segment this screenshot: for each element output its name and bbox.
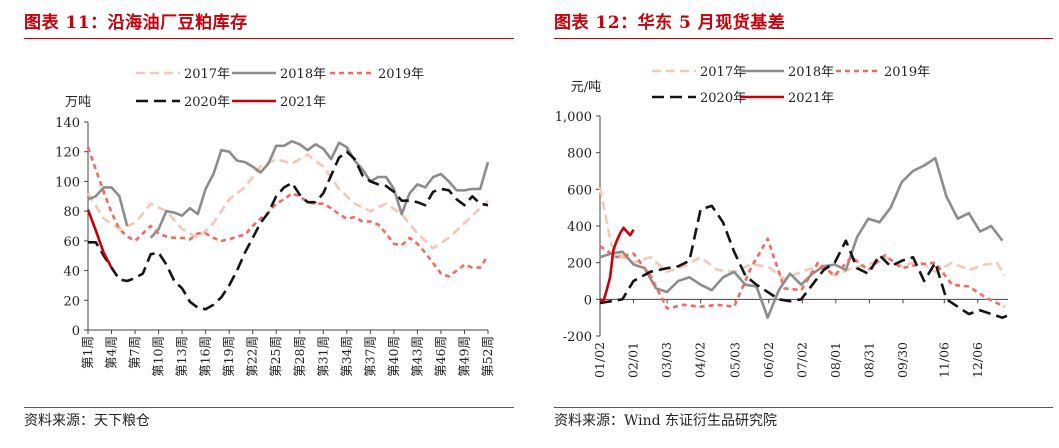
x-tick-label: 01/02 (592, 342, 607, 378)
x-tick-label: 第49周 (456, 336, 471, 377)
x-tick-label: 第4周 (104, 336, 119, 369)
source-rule (554, 407, 1053, 408)
y-tick-label: 800 (567, 147, 592, 162)
x-tick-label: 第40周 (386, 336, 401, 377)
y-tick-label: 40 (63, 265, 80, 280)
y-tick-label: 20 (63, 294, 80, 309)
legend-label: 2021年 (280, 95, 326, 110)
x-tick-label: 06/02 (761, 342, 776, 378)
y-tick-label: 140 (55, 116, 80, 131)
x-tick-label: 第7周 (127, 336, 142, 369)
x-tick-label: 12/06 (970, 342, 985, 378)
series-line-2021年 (599, 226, 635, 303)
x-tick-label: 05/03 (727, 342, 742, 378)
x-tick-label: 第34周 (339, 336, 354, 377)
legend-label: 2020年 (700, 91, 746, 106)
legend-label: 2017年 (700, 65, 746, 80)
y-tick-label: 200 (567, 257, 592, 272)
y-tick-label: 100 (55, 175, 80, 190)
series-line-2017年 (86, 153, 489, 250)
x-tick-label: 第25周 (268, 336, 283, 377)
x-tick-label: 第37周 (362, 336, 377, 377)
legend-label: 2017年 (184, 67, 230, 82)
y-tick-label: 600 (567, 183, 592, 198)
legend-label: 2019年 (884, 65, 930, 80)
legend-label: 2018年 (788, 65, 834, 80)
x-tick-label: 第10周 (151, 336, 166, 377)
chart-title: 图表 12：华东 5 月现货基差 (554, 13, 786, 33)
x-tick-label: 07/02 (794, 342, 809, 378)
source-note: 资料来源：Wind 东证衍生品研究院 (554, 413, 778, 429)
y-tick-label: 0 (584, 293, 592, 308)
legend-label: 2018年 (280, 67, 326, 82)
y-tick-label: -200 (563, 330, 592, 345)
x-tick-label: 08/31 (861, 342, 876, 378)
right-panel: 图表 12：华东 5 月现货基差 -200 0 200 400 600 800 1,000 元… (530, 0, 1059, 448)
x-tick-label: 第46周 (433, 336, 448, 377)
y-axis-label: 元/吨 (571, 80, 601, 95)
y-tick-label: 0 (72, 324, 80, 339)
series-line-2021年 (86, 209, 113, 269)
x-tick-label: 第1周 (80, 336, 95, 369)
x-tick-label: 03/03 (659, 342, 674, 378)
x-tick-label: 第22周 (245, 336, 260, 377)
legend-label: 2021年 (788, 91, 834, 106)
x-tick-label: 11/06 (936, 342, 951, 378)
x-tick-label: 第43周 (409, 336, 424, 377)
series-line-2020年 (599, 204, 1008, 319)
x-tick-label: 第52周 (480, 336, 495, 377)
title-rule (24, 38, 514, 39)
x-tick-label: 第31周 (315, 336, 330, 377)
x-tick-label: 第19周 (221, 336, 236, 377)
y-tick-label: 400 (567, 220, 592, 235)
series-line-2018年 (87, 140, 490, 239)
series-line-2019年 (86, 146, 490, 278)
y-tick-label: 1,000 (555, 110, 592, 125)
series-line-2017年 (598, 187, 1006, 281)
title-rule (554, 38, 1053, 39)
y-tick-label: 60 (63, 235, 80, 250)
x-tick-label: 02/01 (626, 342, 641, 378)
y-tick-label: 120 (55, 146, 80, 161)
legend-label: 2020年 (184, 95, 230, 110)
left-panel: 图表 11：沿海油厂豆粕库存 0 20 40 60 80 100 120 140 万吨 第1周 第4… (0, 0, 520, 448)
series-line-2018年 (599, 156, 1004, 319)
x-tick-label: 第13周 (174, 336, 189, 377)
x-tick-label: 第28周 (292, 336, 307, 377)
x-tick-label: 04/02 (693, 342, 708, 378)
x-tick-label: 08/01 (828, 342, 843, 378)
series-line-2019年 (599, 237, 1006, 310)
series-line-2020年 (88, 150, 489, 311)
legend-label: 2019年 (378, 67, 424, 82)
chart-title: 图表 11：沿海油厂豆粕库存 (24, 13, 248, 33)
y-axis-label: 万吨 (65, 95, 91, 110)
x-tick-label: 第16周 (198, 336, 213, 377)
east-china-basis-chart: -200 0 200 400 600 800 1,000 元/吨 01/02 02/01 03/03… (555, 65, 1008, 378)
x-tick-label: 09/30 (895, 342, 910, 378)
y-tick-label: 80 (63, 205, 80, 220)
source-rule (24, 407, 514, 408)
source-note: 资料来源：天下粮仓 (24, 413, 150, 429)
